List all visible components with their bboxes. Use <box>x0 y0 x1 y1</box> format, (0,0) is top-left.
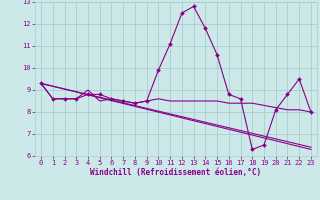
X-axis label: Windchill (Refroidissement éolien,°C): Windchill (Refroidissement éolien,°C) <box>91 168 261 177</box>
